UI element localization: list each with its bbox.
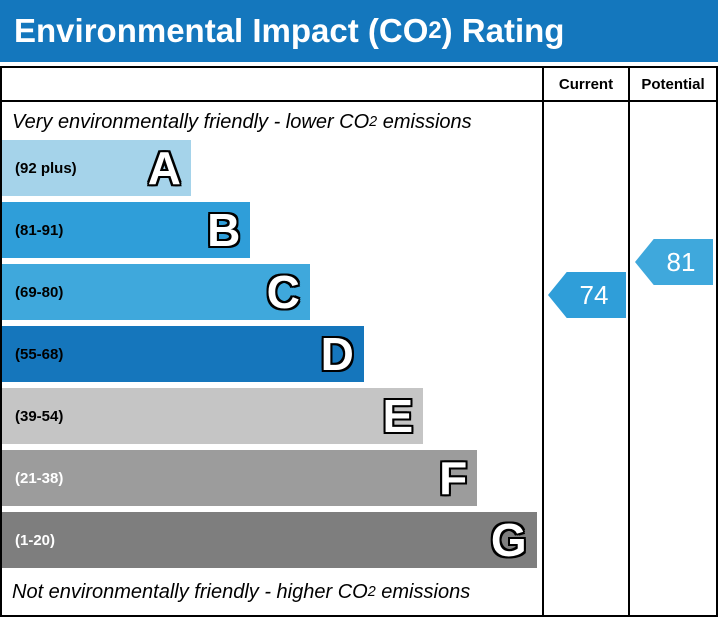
band-letter: B — [206, 204, 241, 256]
band-range: (81-91) — [15, 221, 64, 239]
band-g: (1-20) G — [2, 512, 537, 568]
bands-area: Very environmentally friendly - lower CO… — [2, 102, 542, 615]
band-letter: A — [147, 142, 182, 194]
current-column-header: Current — [542, 68, 628, 102]
band-f: (21-38) F — [2, 450, 478, 506]
band-range: (55-68) — [15, 345, 64, 363]
page-title-subscript: 2 — [428, 17, 442, 44]
current-rating-arrow: 74 — [548, 272, 626, 318]
page-title: Environmental Impact (CO 2) Rating — [0, 0, 718, 62]
chart-header-spacer — [2, 68, 542, 102]
top-caption: Very environmentally friendly - lower CO… — [2, 104, 542, 140]
potential-column-header: Potential — [628, 68, 716, 102]
potential-rating-value: 81 — [666, 246, 696, 277]
top-caption-text: Very environmentally friendly - lower CO — [12, 110, 370, 133]
band-c: (69-80) C — [2, 264, 310, 320]
band-b: (81-91) B — [2, 202, 251, 258]
bottom-caption-text: Not environmentally friendly - higher CO — [12, 580, 368, 603]
bottom-caption-suffix: emissions — [375, 580, 471, 603]
band-letter: G — [490, 514, 528, 566]
rating-table: Current Potential Very environmentally f… — [0, 66, 718, 617]
band-range: (39-54) — [15, 407, 64, 425]
potential-rating-arrow: 81 — [635, 239, 713, 285]
top-caption-suffix: emissions — [377, 110, 472, 133]
band-letter: C — [266, 266, 301, 318]
page-title-suffix: ) Rating — [441, 12, 565, 49]
current-rating-column: 74 — [542, 102, 628, 615]
band-d: (55-68) D — [2, 326, 364, 382]
potential-rating-column: 81 — [628, 102, 716, 615]
band-range: (69-80) — [15, 283, 64, 301]
band-a: (92 plus) A — [2, 140, 191, 196]
band-range: (1-20) — [15, 531, 56, 549]
band-letter: D — [320, 328, 355, 380]
bottom-caption: Not environmentally friendly - higher CO… — [2, 574, 542, 610]
band-letter: F — [438, 452, 468, 504]
band-letter: E — [382, 390, 415, 442]
page-title-text: Environmental Impact (CO — [14, 12, 429, 49]
band-e: (39-54) E — [2, 388, 424, 444]
top-caption-subscript: 2 — [369, 114, 378, 130]
band-range: (92 plus) — [15, 159, 77, 177]
current-rating-value: 74 — [579, 279, 609, 310]
band-range: (21-38) — [15, 469, 64, 487]
bottom-caption-subscript: 2 — [367, 584, 376, 600]
